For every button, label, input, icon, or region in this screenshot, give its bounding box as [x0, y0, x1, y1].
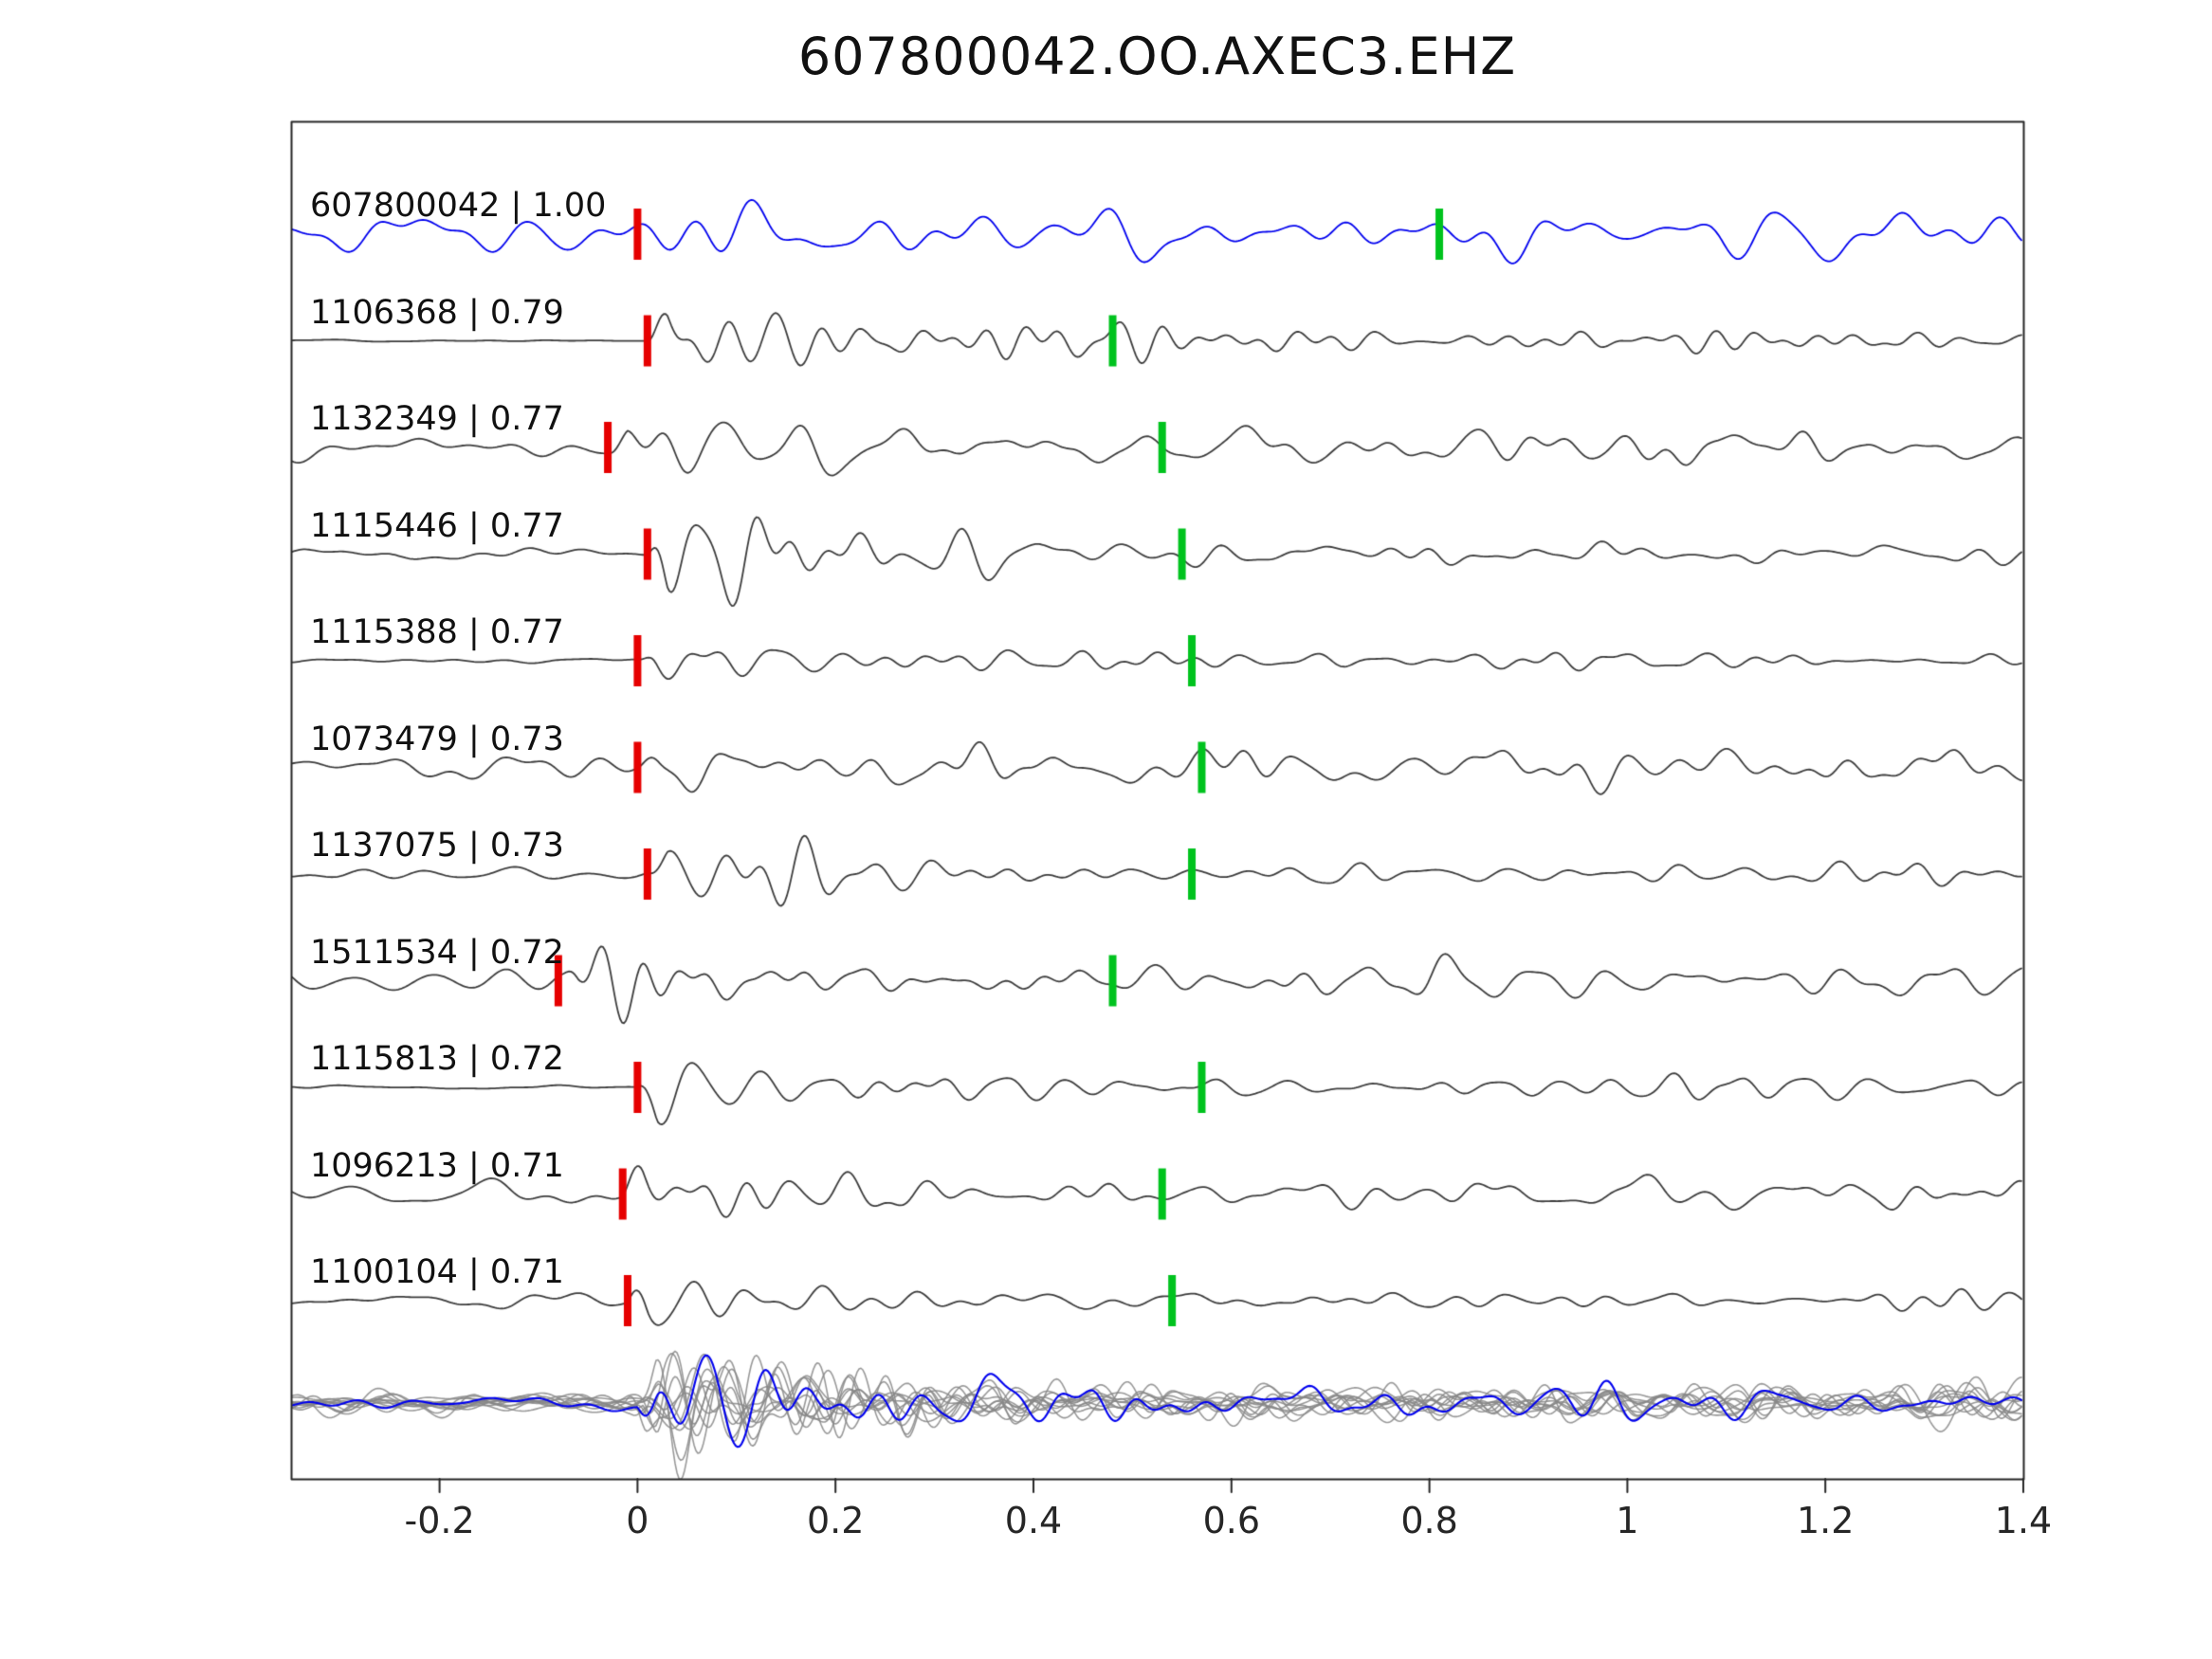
trace-label: 1132349 | 0.77 [310, 400, 564, 438]
trace-label: 1106368 | 0.79 [310, 293, 564, 332]
trace-label: 607800042 | 1.00 [310, 187, 607, 225]
x-tick-label: 1 [1616, 1500, 1639, 1541]
trace-label: 1073479 | 0.73 [310, 720, 564, 758]
x-tick-label: 0.6 [1202, 1500, 1261, 1541]
x-tick-label: 0.4 [1004, 1500, 1063, 1541]
chart-title: 607800042.OO.AXEC3.EHZ [797, 27, 1517, 86]
x-tick-label: -0.2 [404, 1500, 475, 1541]
trace-label: 1115388 | 0.77 [310, 613, 564, 651]
x-tick-label: 0 [626, 1500, 649, 1541]
trace-label: 1115813 | 0.72 [310, 1040, 564, 1078]
trace-label: 1511534 | 0.72 [310, 933, 564, 972]
x-tick-label: 1.2 [1796, 1500, 1855, 1541]
trace-label: 1096213 | 0.71 [310, 1146, 564, 1185]
x-tick-label: 0.8 [1400, 1500, 1458, 1541]
trace-label: 1100104 | 0.71 [310, 1253, 564, 1291]
trace-label: 1137075 | 0.73 [310, 827, 564, 865]
trace-label: 1115446 | 0.77 [310, 506, 564, 545]
x-tick-label: 0.2 [806, 1500, 865, 1541]
x-tick-label: 1.4 [1994, 1500, 2053, 1541]
